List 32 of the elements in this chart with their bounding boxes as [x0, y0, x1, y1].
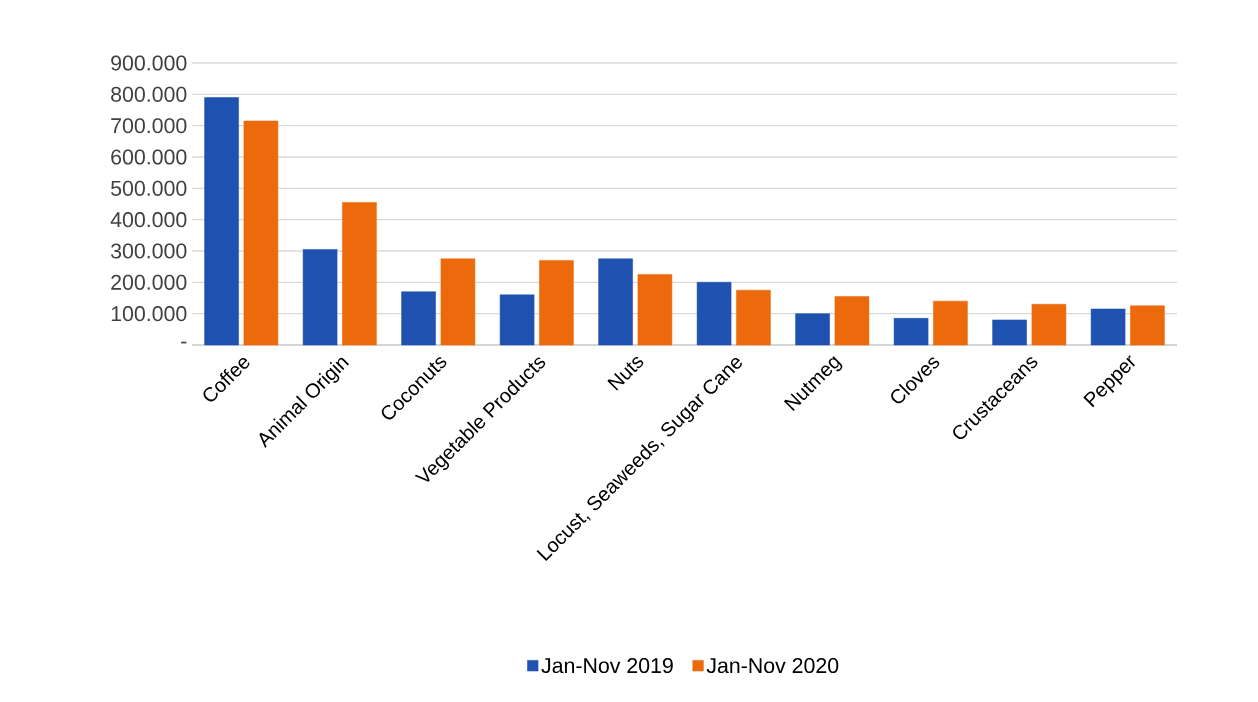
y-tick-label: 200.000 [111, 274, 187, 290]
bar [1031, 303, 1067, 346]
bar [696, 282, 732, 346]
y-tick-label: 800.000 [111, 86, 187, 102]
bar [1090, 308, 1126, 346]
bar [539, 260, 574, 346]
bar [243, 120, 279, 346]
y-tick-label: 900.000 [111, 55, 187, 71]
bar [637, 274, 673, 346]
bar [795, 313, 830, 346]
y-tick-label: - [181, 341, 187, 344]
bar [992, 319, 1027, 346]
bar [342, 202, 377, 346]
y-tick-label: 700.000 [111, 118, 187, 134]
bar [302, 249, 338, 346]
y-tick-label: 300.000 [111, 243, 187, 259]
legend-label: Jan-Nov 2019 [541, 658, 673, 674]
bar [204, 97, 239, 346]
bar [598, 258, 633, 346]
y-tick-label: 100.000 [111, 306, 187, 322]
bar [893, 318, 929, 346]
bar [933, 300, 968, 346]
y-tick-label: 500.000 [111, 180, 187, 196]
bar [1130, 305, 1165, 346]
bar [834, 296, 870, 346]
legend-label: Jan-Nov 2020 [706, 658, 839, 674]
y-tick-label: 600.000 [111, 149, 187, 165]
bar [736, 289, 771, 346]
y-tick-label: 400.000 [110, 212, 187, 228]
bar [440, 258, 476, 346]
bar [401, 291, 436, 346]
bar [499, 294, 535, 346]
